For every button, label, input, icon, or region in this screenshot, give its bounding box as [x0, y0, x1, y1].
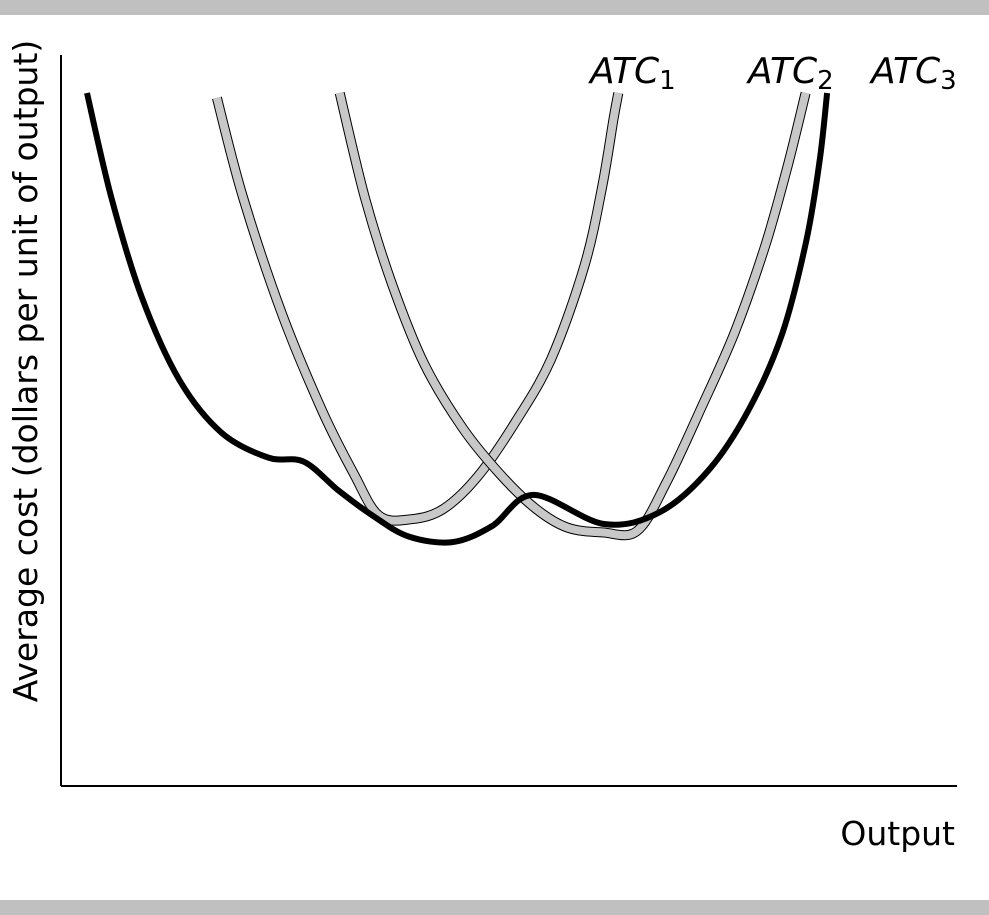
y-axis-label: Average cost (dollars per unit of output… [6, 40, 45, 703]
label-atc1-name: ATC [588, 51, 660, 92]
label-atc2-subscript: 2 [817, 66, 834, 96]
label-atc3-subscript: 3 [940, 66, 957, 96]
top-border-band [0, 0, 989, 15]
x-axis-label: Output [840, 814, 955, 853]
label-atc1: ATC1 [588, 51, 676, 96]
bottom-border-band [0, 900, 989, 915]
label-atc1-subscript: 1 [659, 66, 676, 96]
curves-layer [84, 91, 831, 546]
label-atc2-name: ATC [746, 51, 818, 92]
atc3-curve [84, 92, 831, 546]
label-atc3-name: ATC [869, 51, 941, 92]
atc1-curve [213, 92, 623, 525]
atc2-curve [335, 92, 810, 540]
label-atc3: ATC3 [869, 51, 957, 96]
label-atc2: ATC2 [746, 51, 834, 96]
